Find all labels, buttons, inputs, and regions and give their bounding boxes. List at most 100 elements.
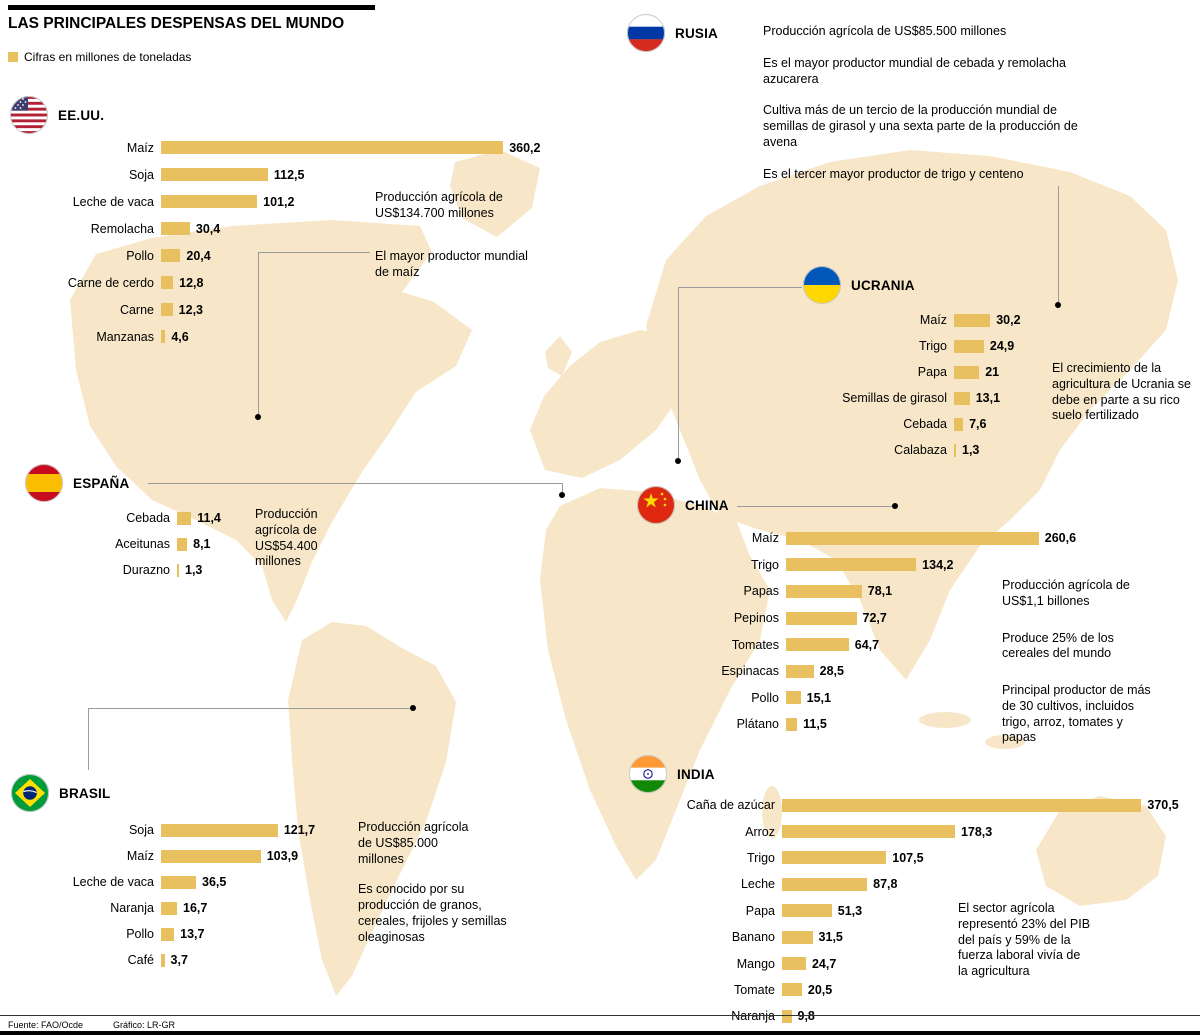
bar: [786, 717, 798, 731]
bar-label: Aceitunas: [115, 537, 170, 551]
china-note-2: Produce 25% de los cereales del mundo: [1002, 630, 1114, 661]
spain-map-dot: [559, 492, 565, 498]
usa-note-corn: El mayor productor mundial de maíz: [375, 249, 528, 279]
bar: [954, 365, 980, 379]
bar: [954, 391, 970, 405]
china-header: CHINA: [637, 486, 729, 524]
bar: [782, 877, 868, 891]
bar-value: 134,2: [922, 557, 954, 572]
bar-label: Plátano: [736, 717, 779, 732]
russia-leader-line-v: [1058, 186, 1059, 306]
bar-row: Calabaza 1,3: [794, 437, 1021, 463]
bar-label: Cebada: [903, 417, 947, 431]
spain-note-production: Producción agrícola de US$54.400 millone…: [255, 507, 318, 569]
bar-value: 21: [985, 365, 1000, 379]
bar-label: Maíz: [126, 140, 154, 155]
bar-value: 260,6: [1044, 531, 1077, 546]
bar-value: 4,6: [171, 329, 189, 344]
bar-row: Pollo 13,7: [55, 921, 315, 947]
brazil-header: BRASIL: [11, 774, 110, 812]
brazil-map-dot: [410, 705, 416, 711]
russia-map-dot: [1055, 302, 1061, 308]
bar-value: 78,1: [867, 584, 893, 599]
bar-row: Durazno 1,3: [60, 557, 221, 583]
usa-note-production: Producción agrícola de US$134.700 millon…: [375, 190, 503, 220]
russia-country-label: RUSIA: [675, 25, 719, 41]
map-africa: [540, 488, 770, 880]
bar-row: Aceitunas 8,1: [60, 531, 221, 557]
map-north-america: [70, 220, 472, 622]
china-note-3: Principal productor de más de 30 cultivo…: [1002, 683, 1151, 745]
bar-value: 30,4: [195, 221, 221, 236]
title-rule: [8, 5, 375, 10]
india-header: INDIA: [629, 755, 715, 793]
usa-bar-chart: Maíz 360,2 Soja 112,5 Leche de vaca 101,2 Remo…: [7, 134, 541, 350]
bar-label: Leche de vaca: [72, 194, 154, 209]
bar-label: Trigo: [746, 850, 775, 865]
bar-row: Tomate 20,5: [656, 977, 1179, 1003]
ukraine-flag-icon: [803, 266, 841, 304]
bar: [786, 638, 849, 652]
usa-leader-line-h: [258, 252, 370, 253]
china-bar-chart: Maíz 260,6 Trigo 134,2 Papas 78,1 Pepinos 72,7 T…: [681, 525, 1076, 738]
bar: [161, 953, 165, 967]
russia-note-1: Producción agrícola de US$85.500 millone…: [763, 24, 1007, 38]
ukraine-leader-line-h: [678, 287, 802, 288]
bar-value: 101,2: [263, 194, 295, 209]
bar: [782, 1009, 792, 1023]
bar: [161, 303, 173, 316]
bar-value: 13,1: [975, 391, 1001, 405]
bar-label: Naranja: [110, 901, 154, 915]
bar: [177, 563, 179, 577]
bar: [782, 851, 887, 865]
ukraine-map-dot: [675, 458, 681, 464]
bar-label: Papa: [745, 903, 775, 918]
russia-header: RUSIA: [627, 14, 718, 52]
bar: [786, 558, 917, 572]
bar: [161, 901, 178, 915]
bar-row: Remolacha 30,4: [7, 215, 540, 242]
bar-value: 20,5: [807, 982, 833, 997]
bar: [161, 875, 197, 889]
bar-row: Leche de vaca 101,2: [7, 188, 540, 215]
bar-label: Carne de cerdo: [67, 275, 154, 290]
bar-value: 107,5: [892, 850, 924, 865]
bar-value: 11,4: [197, 511, 221, 525]
bar-row: Trigo 134,2: [681, 552, 1076, 579]
usa-flag-icon: [10, 96, 48, 134]
bar-label: Semillas de girasol: [842, 391, 947, 405]
bar-label: Maíz: [126, 849, 154, 863]
bar-row: Arroz 178,3: [656, 818, 1179, 844]
bar-value: 87,8: [873, 877, 898, 892]
bar: [786, 664, 814, 678]
russia-note-3: Cultiva más de un tercio de la producció…: [763, 103, 1078, 149]
map-indonesia-1: [919, 712, 971, 728]
bar-row: Espinacas 28,5: [681, 658, 1076, 685]
bar-label: Café: [127, 953, 154, 967]
usa-header: EE.UU.: [10, 96, 104, 134]
bar-value: 20,4: [186, 248, 211, 263]
page-title: LAS PRINCIPALES DESPENSAS DEL MUNDO: [8, 15, 345, 32]
bar-row: Carne 12,3: [7, 296, 540, 323]
bar: [786, 611, 857, 625]
bar-label: Leche de vaca: [72, 875, 154, 889]
legend-label: Cifras en millones de toneladas: [24, 50, 192, 64]
bar-row: Tomates 64,7: [681, 631, 1076, 658]
bar-value: 51,3: [837, 903, 863, 918]
bar: [161, 276, 174, 289]
brazil-note-1: Producción agrícola de US$85.000 millone…: [358, 820, 469, 866]
bar-label: Trigo: [918, 339, 947, 353]
bar-value: 9,8: [797, 1009, 815, 1024]
bar: [161, 249, 181, 262]
bar-label: Tomate: [734, 982, 775, 997]
bar-value: 3,7: [170, 953, 188, 967]
bar-value: 15,1: [806, 690, 831, 705]
bar-row: Cebada 11,4: [60, 505, 221, 531]
bar-label: Cebada: [126, 511, 170, 525]
usa-map-dot: [255, 414, 261, 420]
brazil-leader-line-v: [88, 708, 89, 770]
map-south-america: [288, 622, 456, 996]
map-indonesia-2: [985, 735, 1025, 749]
